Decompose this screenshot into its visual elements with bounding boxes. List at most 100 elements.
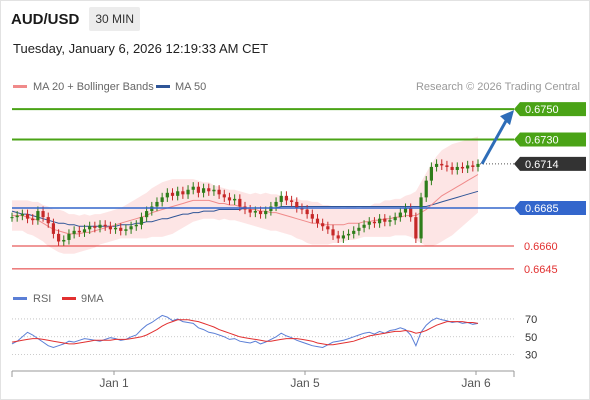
candle-body [103,224,107,227]
candle-body [77,230,81,233]
level-label: 0.6685 [525,203,559,215]
candle-body [25,214,30,219]
candle-body [165,192,169,198]
candle-body [36,211,40,221]
candle-body [57,233,61,242]
candle-body [98,224,102,228]
level-label: 0.6645 [524,264,558,276]
level-tag [514,102,586,117]
candle-body [367,221,371,225]
candle-body [196,186,200,193]
rsi-tick-label: 50 [525,332,537,344]
candle-body [139,217,144,225]
candle-body [295,201,299,209]
candle-body [424,180,428,198]
candle-body [145,211,149,218]
candle-body [248,209,252,213]
rsi-legend-label: RSI [33,293,51,305]
candle-body [201,188,206,193]
candle-body [279,195,283,202]
x-tick-label: Jan 1 [99,376,129,390]
candle-body [429,166,433,181]
ma50-legend-swatch [156,85,170,88]
candle-body [290,200,294,202]
candle-body [31,218,35,221]
candle-body [124,229,128,231]
timeframe-badge[interactable]: 30 MIN [89,7,141,31]
candle-body [383,218,387,222]
candle-body [212,189,216,192]
candles [10,159,480,247]
candle-body [450,166,454,170]
candle-body [10,217,14,219]
candle-body [398,212,402,218]
symbol-title: AUD/USD [11,10,80,28]
ma9-legend-label: 9MA [81,293,104,305]
candle-body [378,218,382,224]
forecast-arrow [480,118,509,165]
candle-body [20,214,24,216]
level-label: 0.6714 [525,159,559,171]
candle-body [82,229,87,233]
candle-body [455,166,459,170]
price-plot [10,136,480,254]
bollinger-band [12,136,478,254]
candle-body [471,165,475,167]
candle-body [155,201,159,207]
candle-body [15,215,19,218]
candle-body [434,163,439,167]
candle-body [253,211,257,213]
rsi-ma9-line [11,319,479,346]
chart-header: AUD/USD 30 MIN [11,6,141,32]
level-tag [514,201,586,216]
rsi-tick-label: 70 [525,314,537,326]
candle-body [274,201,278,207]
candle-body [460,166,465,169]
candle-body [93,226,97,228]
candle-body [46,217,50,224]
candle-body [108,226,112,230]
candle-body [326,226,330,230]
price-legend: MA 20 + Bollinger Bands MA 50 Research ©… [13,81,580,93]
candle-body [207,188,211,192]
candle-body [170,192,175,196]
candle-body [393,217,397,221]
candle-body [372,221,377,224]
candle-body [264,211,268,215]
candle-body [72,230,76,234]
candle-body [134,224,138,227]
candle-body [300,208,304,210]
candle-body [62,239,66,242]
candle-body [305,209,309,215]
candle-body [119,227,123,231]
rsi-line [11,314,479,349]
candle-body [222,194,226,198]
candle-body [341,235,345,239]
candle-body [310,214,314,219]
candle-body [41,211,45,218]
x-tick-label: Jan 5 [290,376,320,390]
candle-body [233,198,237,201]
candle-body [352,230,356,234]
candle-body [186,189,190,195]
level-tag [514,156,586,171]
x-axis: Jan 1 Jan 5 Jan 6 [11,370,515,390]
candle-body [160,197,164,202]
ma50-legend-label: MA 50 [175,81,206,93]
ma20-legend-label: MA 20 + Bollinger Bands [33,81,154,93]
candle-body [331,229,335,236]
candle-body [51,223,56,234]
candle-body [217,189,221,195]
candle-body [445,165,449,167]
ma20-legend-swatch [13,85,27,88]
rsi-legend: RSI 9MA [13,293,104,305]
candle-body [357,227,361,231]
rsi-plot: 70 50 30 [11,314,537,362]
candle-body [258,211,263,215]
source-label: Research © 2026 Trading Central [416,81,580,93]
candle-body [346,233,351,236]
ma9-legend-swatch [62,297,76,300]
rsi-tick-label: 30 [525,350,537,362]
forecast-arrowhead [500,110,514,126]
